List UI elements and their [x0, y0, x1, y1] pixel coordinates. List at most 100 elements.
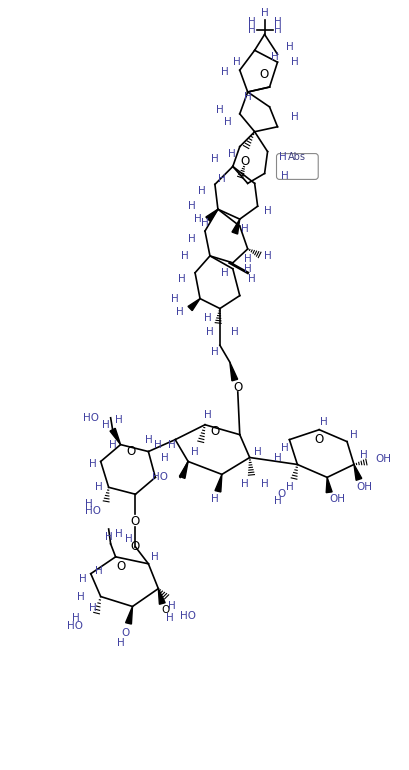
Text: O: O	[315, 434, 324, 446]
Text: H: H	[264, 251, 272, 261]
Text: H: H	[261, 479, 268, 489]
Text: H: H	[285, 42, 293, 52]
Text: H: H	[171, 293, 179, 303]
Text: H: H	[102, 420, 110, 430]
Text: H: H	[221, 67, 229, 77]
Polygon shape	[326, 477, 332, 493]
Text: H: H	[216, 105, 224, 115]
Text: H: H	[72, 614, 80, 624]
Text: H: H	[211, 153, 219, 163]
Text: H: H	[241, 479, 249, 489]
Text: O: O	[131, 541, 140, 554]
Text: H: H	[77, 591, 85, 601]
Text: O: O	[126, 445, 135, 458]
Text: H: H	[241, 224, 249, 234]
Text: H: H	[151, 552, 159, 562]
Text: O: O	[131, 514, 140, 527]
Text: H: H	[221, 268, 229, 278]
Text: HO: HO	[180, 611, 196, 621]
Text: H: H	[89, 604, 97, 614]
Text: H: H	[188, 201, 196, 211]
Text: O: O	[121, 628, 130, 638]
Text: H: H	[117, 638, 124, 648]
Text: H: H	[231, 327, 239, 337]
Text: H: H	[274, 25, 281, 35]
Text: H: H	[188, 234, 196, 244]
Text: H: H	[79, 574, 87, 584]
Polygon shape	[354, 464, 362, 480]
Text: OH: OH	[356, 482, 372, 492]
Text: H: H	[194, 214, 202, 224]
Text: H: H	[285, 482, 293, 492]
FancyBboxPatch shape	[276, 153, 318, 179]
Text: H: H	[89, 460, 97, 470]
Text: H: H	[281, 172, 288, 182]
Text: H: H	[204, 410, 212, 420]
Text: H: H	[264, 206, 272, 216]
Text: H: H	[350, 430, 358, 440]
Text: H: H	[105, 532, 112, 542]
Text: H: H	[169, 440, 176, 450]
Text: H: H	[191, 447, 199, 457]
Text: H: H	[360, 450, 368, 460]
Text: H: H	[281, 443, 288, 453]
Text: H: H	[125, 534, 133, 544]
Text: H: H	[320, 417, 328, 427]
Text: H: H	[233, 57, 240, 67]
Text: H: H	[95, 482, 103, 492]
Text: H: H	[85, 499, 93, 509]
Text: H: H	[248, 25, 256, 35]
Polygon shape	[126, 607, 133, 624]
Text: H: H	[290, 57, 298, 67]
Text: H: H	[290, 112, 298, 122]
Text: H: H	[144, 434, 152, 444]
Text: H: H	[244, 92, 252, 102]
Text: OH: OH	[329, 494, 345, 504]
Text: H: H	[279, 152, 287, 162]
Text: H: H	[95, 566, 103, 576]
Text: H: H	[162, 453, 169, 463]
Text: HO: HO	[85, 506, 101, 516]
Text: H: H	[228, 149, 236, 159]
Text: H: H	[178, 273, 186, 283]
Text: Abs: Abs	[288, 152, 306, 162]
Polygon shape	[215, 474, 222, 492]
Text: H: H	[198, 186, 206, 196]
Text: H: H	[274, 453, 281, 463]
Text: H: H	[176, 307, 184, 317]
Text: H: H	[169, 601, 176, 611]
Text: H: H	[211, 494, 219, 504]
Text: H: H	[206, 327, 214, 337]
Text: H: H	[115, 415, 122, 425]
Text: OH: OH	[376, 454, 392, 464]
Text: H: H	[201, 218, 209, 228]
Text: HO: HO	[67, 621, 83, 631]
Text: H: H	[248, 273, 256, 283]
Text: H: H	[244, 254, 252, 264]
Text: H: H	[248, 18, 256, 28]
Text: H: H	[109, 440, 117, 450]
Text: H: H	[274, 496, 281, 506]
Polygon shape	[180, 461, 188, 478]
Text: H: H	[254, 447, 261, 457]
Text: H: H	[271, 52, 279, 62]
Text: H: H	[155, 440, 162, 450]
Text: O: O	[210, 425, 220, 438]
Text: H: H	[261, 8, 268, 18]
Polygon shape	[188, 299, 200, 310]
Text: H: H	[218, 175, 226, 184]
Text: O: O	[259, 68, 268, 81]
Text: H: H	[274, 18, 281, 28]
Polygon shape	[158, 588, 165, 604]
Text: O: O	[277, 489, 285, 499]
Text: H: H	[166, 614, 174, 624]
Polygon shape	[110, 428, 121, 444]
Polygon shape	[206, 209, 218, 221]
Text: O: O	[233, 381, 243, 394]
Text: HO: HO	[83, 413, 99, 423]
Text: O: O	[161, 605, 169, 615]
Text: HO: HO	[152, 472, 168, 482]
Text: O: O	[116, 561, 125, 573]
Text: H: H	[244, 264, 252, 274]
Text: H: H	[211, 347, 219, 357]
